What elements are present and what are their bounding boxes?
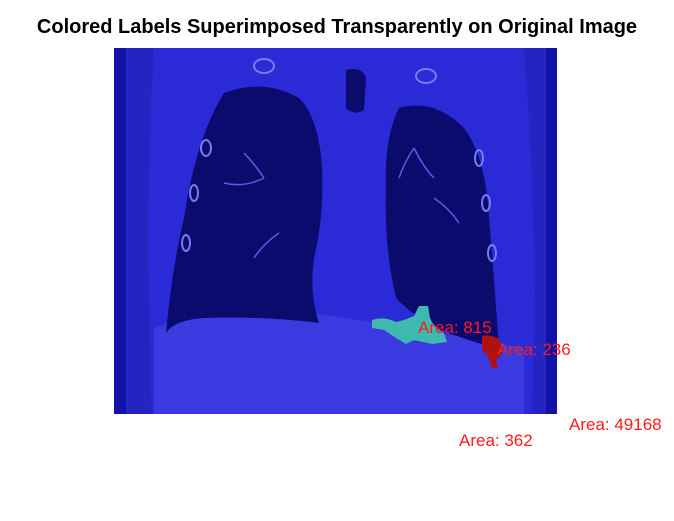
figure-title: Colored Labels Superimposed Transparentl… <box>0 16 674 39</box>
left-edge <box>114 48 126 414</box>
trachea <box>346 69 366 113</box>
area-label-3: Area: 362 <box>459 431 533 451</box>
area-label-4: Area: 49168 <box>569 415 674 435</box>
area-label-2: Area: 236 <box>497 340 571 360</box>
ct-overlay-image <box>114 48 557 414</box>
image-axes <box>114 48 557 414</box>
area-label-1: Area: 815 <box>418 318 492 338</box>
